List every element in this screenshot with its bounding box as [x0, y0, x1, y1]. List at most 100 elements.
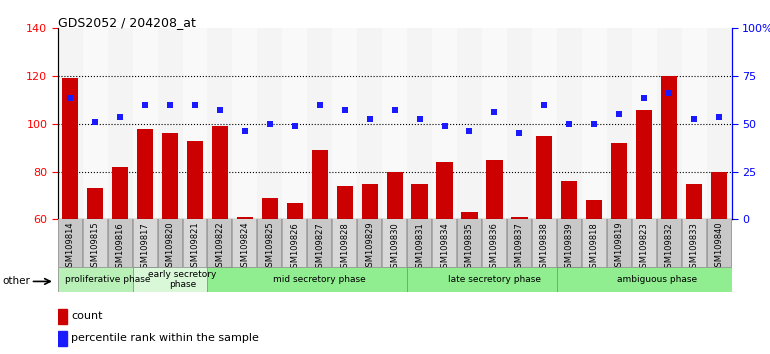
Bar: [557, 267, 756, 292]
Text: other: other: [2, 276, 30, 286]
Bar: [411, 184, 427, 219]
Bar: [58, 309, 68, 324]
Point: [464, 128, 476, 134]
Text: GSM109817: GSM109817: [141, 222, 149, 273]
Bar: [407, 219, 432, 267]
Point: [514, 131, 526, 136]
Text: late secretory phase: late secretory phase: [448, 275, 541, 284]
Text: GSM109839: GSM109839: [565, 222, 574, 273]
Text: GSM109826: GSM109826: [290, 222, 300, 273]
Bar: [432, 28, 457, 219]
Text: GDS2052 / 204208_at: GDS2052 / 204208_at: [58, 16, 196, 29]
Bar: [511, 217, 527, 219]
Bar: [336, 186, 353, 219]
Bar: [357, 219, 382, 267]
Text: GSM109836: GSM109836: [490, 222, 499, 273]
Bar: [407, 28, 432, 219]
Text: proliferative phase: proliferative phase: [65, 275, 150, 284]
Point: [588, 121, 601, 127]
Point: [164, 102, 176, 108]
Bar: [207, 219, 233, 267]
Text: GSM109828: GSM109828: [340, 222, 350, 273]
Bar: [312, 150, 328, 219]
Bar: [362, 184, 378, 219]
Text: GSM109840: GSM109840: [715, 222, 724, 273]
Bar: [212, 126, 228, 219]
Point: [339, 107, 351, 113]
Bar: [286, 203, 303, 219]
Bar: [332, 28, 357, 219]
Text: GSM109821: GSM109821: [190, 222, 199, 273]
Bar: [58, 219, 82, 267]
Text: GSM109818: GSM109818: [590, 222, 599, 273]
Bar: [532, 219, 557, 267]
Bar: [233, 219, 257, 267]
Point: [538, 102, 551, 108]
Bar: [237, 217, 253, 219]
Bar: [707, 28, 732, 219]
Bar: [187, 141, 203, 219]
Bar: [182, 28, 207, 219]
Point: [488, 109, 500, 115]
Bar: [58, 267, 158, 292]
Bar: [487, 160, 503, 219]
Bar: [661, 76, 678, 219]
Text: early secretory
phase: early secretory phase: [149, 270, 216, 289]
Bar: [132, 28, 158, 219]
Bar: [507, 28, 532, 219]
Bar: [132, 219, 158, 267]
Bar: [283, 219, 307, 267]
Bar: [108, 219, 132, 267]
Bar: [507, 219, 532, 267]
Bar: [582, 28, 607, 219]
Bar: [611, 143, 628, 219]
Text: GSM109824: GSM109824: [240, 222, 249, 273]
Text: GSM109815: GSM109815: [91, 222, 99, 273]
Bar: [62, 79, 79, 219]
Bar: [482, 219, 507, 267]
Text: GSM109816: GSM109816: [116, 222, 125, 273]
Bar: [108, 28, 132, 219]
Point: [638, 95, 651, 101]
Bar: [457, 28, 482, 219]
Bar: [262, 198, 278, 219]
Bar: [207, 28, 233, 219]
Text: GSM109827: GSM109827: [315, 222, 324, 273]
Bar: [582, 219, 607, 267]
Bar: [257, 219, 283, 267]
Bar: [158, 219, 182, 267]
Bar: [681, 219, 707, 267]
Point: [713, 114, 725, 120]
Bar: [132, 267, 233, 292]
Bar: [283, 28, 307, 219]
Bar: [87, 188, 103, 219]
Text: GSM109838: GSM109838: [540, 222, 549, 273]
Bar: [382, 219, 407, 267]
Bar: [607, 219, 631, 267]
Point: [214, 107, 226, 113]
Point: [239, 128, 251, 134]
Bar: [158, 28, 182, 219]
Bar: [631, 219, 657, 267]
Bar: [233, 28, 257, 219]
Text: GSM109832: GSM109832: [665, 222, 674, 273]
Point: [613, 112, 625, 117]
Bar: [162, 133, 178, 219]
Point: [89, 119, 102, 124]
Text: GSM109820: GSM109820: [166, 222, 175, 273]
Point: [263, 121, 276, 127]
Bar: [557, 28, 582, 219]
Point: [64, 95, 76, 101]
Bar: [58, 331, 68, 346]
Bar: [482, 28, 507, 219]
Text: ambiguous phase: ambiguous phase: [617, 275, 697, 284]
Point: [363, 116, 376, 122]
Point: [313, 102, 326, 108]
Point: [289, 124, 301, 129]
Text: count: count: [71, 312, 102, 321]
Text: GSM109829: GSM109829: [365, 222, 374, 273]
Bar: [137, 129, 153, 219]
Point: [139, 102, 151, 108]
Text: GSM109822: GSM109822: [216, 222, 224, 273]
Text: GSM109834: GSM109834: [440, 222, 449, 273]
